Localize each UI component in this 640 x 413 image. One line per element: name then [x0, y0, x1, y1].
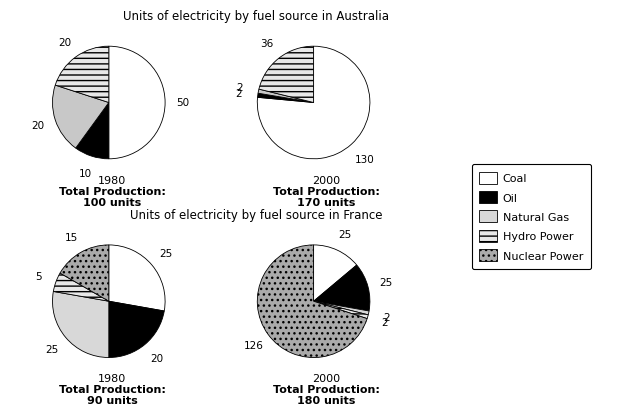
- Text: Units of electricity by fuel source in Australia: Units of electricity by fuel source in A…: [123, 10, 389, 23]
- Wedge shape: [109, 245, 165, 311]
- Text: 1980: 1980: [98, 373, 126, 383]
- Wedge shape: [257, 47, 370, 159]
- Text: 25: 25: [159, 249, 172, 259]
- Text: 2: 2: [236, 83, 243, 93]
- Wedge shape: [109, 301, 164, 358]
- Text: 20: 20: [31, 121, 45, 131]
- Wedge shape: [52, 86, 109, 149]
- Legend: Coal, Oil, Natural Gas, Hydro Power, Nuclear Power: Coal, Oil, Natural Gas, Hydro Power, Nuc…: [472, 164, 591, 269]
- Text: 36: 36: [260, 38, 273, 49]
- Text: 25: 25: [379, 277, 392, 287]
- Text: 5: 5: [36, 271, 42, 281]
- Text: 25: 25: [45, 344, 58, 354]
- Text: 50: 50: [177, 98, 189, 108]
- Wedge shape: [259, 47, 314, 103]
- Text: 126: 126: [244, 340, 264, 350]
- Wedge shape: [314, 266, 370, 311]
- Text: Units of electricity by fuel source in France: Units of electricity by fuel source in F…: [130, 209, 382, 221]
- Text: 170 units: 170 units: [297, 197, 356, 207]
- Text: 20: 20: [150, 353, 163, 363]
- Wedge shape: [60, 245, 109, 301]
- Wedge shape: [258, 90, 314, 103]
- Wedge shape: [257, 94, 314, 103]
- Wedge shape: [52, 292, 109, 358]
- Wedge shape: [257, 245, 367, 358]
- Text: 90 units: 90 units: [86, 395, 138, 405]
- Wedge shape: [314, 301, 368, 319]
- Text: 2000: 2000: [312, 373, 340, 383]
- Text: 25: 25: [339, 229, 351, 239]
- Text: Total Production:: Total Production:: [273, 384, 380, 394]
- Text: Total Production:: Total Production:: [273, 187, 380, 197]
- Text: 180 units: 180 units: [297, 395, 356, 405]
- Wedge shape: [76, 103, 109, 159]
- Wedge shape: [314, 301, 369, 315]
- Wedge shape: [53, 273, 109, 301]
- Text: Total Production:: Total Production:: [59, 187, 165, 197]
- Wedge shape: [109, 47, 165, 159]
- Text: 2000: 2000: [312, 176, 340, 185]
- Wedge shape: [314, 245, 356, 301]
- Text: 130: 130: [355, 154, 374, 164]
- Text: 2: 2: [235, 88, 241, 98]
- Wedge shape: [55, 47, 109, 103]
- Text: 2: 2: [381, 317, 388, 327]
- Text: 100 units: 100 units: [83, 197, 141, 207]
- Text: 20: 20: [58, 38, 72, 48]
- Text: 1980: 1980: [98, 176, 126, 185]
- Text: 10: 10: [79, 169, 92, 179]
- Text: 2: 2: [383, 312, 390, 322]
- Text: 15: 15: [65, 232, 78, 242]
- Text: Total Production:: Total Production:: [59, 384, 165, 394]
